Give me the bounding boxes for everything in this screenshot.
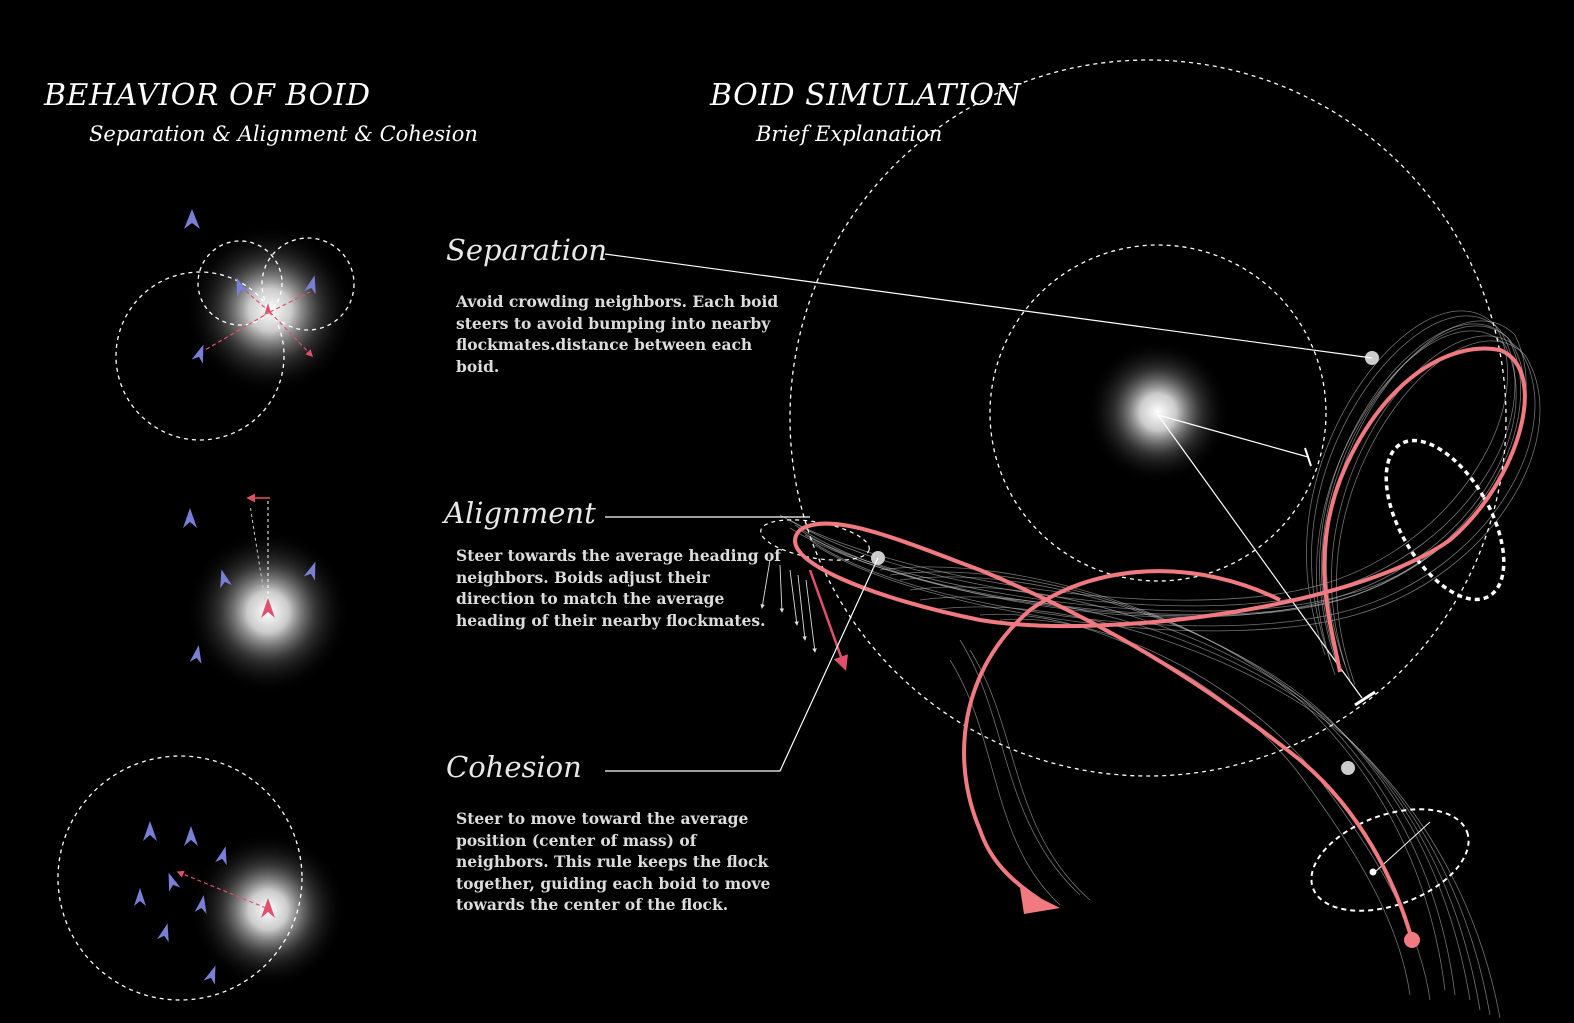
left-panel-title: BEHAVIOR OF BOID: [44, 78, 371, 113]
boid-icon: [304, 275, 316, 295]
boid-path-start-dot: [1404, 932, 1420, 948]
cohesion-neighborhood-ellipse: [1310, 808, 1470, 912]
radius-endcap: [1354, 690, 1376, 707]
focus-boid-icon: [261, 898, 275, 918]
separation-radius-large: [115, 271, 285, 441]
separation-vector: [204, 311, 271, 351]
center-glow: [1086, 340, 1230, 484]
cohesion-diagram: [57, 755, 346, 1001]
boid-icon: [220, 569, 232, 589]
boid-path-secondary: [962, 569, 1281, 902]
radius-line: [1157, 414, 1309, 458]
alignment-heading-line: [249, 504, 266, 601]
boid-icon: [183, 508, 197, 528]
boid-icon: [215, 846, 227, 866]
cohesion-heading: Cohesion: [446, 750, 582, 784]
perception-radius-inner: [989, 244, 1327, 582]
radius-endcap: [1304, 447, 1312, 467]
simulation-diagram: [760, 59, 1541, 1019]
boid-icon: [203, 965, 216, 985]
separation-neighborhood-ellipse: [1384, 438, 1506, 602]
separation-heading: Separation: [446, 233, 608, 267]
boid-icon: [168, 872, 181, 892]
path-arrowhead: [1020, 888, 1060, 914]
boid-icon: [189, 645, 202, 664]
separation-radius-right: [261, 237, 355, 331]
separation-leader-line: [604, 253, 1373, 359]
cohesion-center-dot: [1369, 868, 1377, 876]
boid-icon: [303, 561, 316, 581]
boid-icon: [157, 923, 169, 943]
boid-icon: [194, 895, 207, 914]
right-panel-subtitle: Brief Explanation: [756, 122, 943, 146]
cohesion-description: Steer to move toward the average positio…: [456, 809, 771, 914]
separation-description: Avoid crowding neighbors. Each boid stee…: [456, 292, 779, 376]
alignment-heading: Alignment: [444, 496, 596, 530]
boid-icon: [143, 821, 157, 841]
boid-icon: [236, 277, 249, 297]
alignment-heading-arrow: [808, 569, 849, 671]
right-panel-title: BOID SIMULATION: [710, 78, 1022, 113]
cohesion-vector: [1374, 821, 1431, 873]
separation-vector: [269, 291, 311, 313]
boid-icon: [191, 344, 204, 364]
perception-radius-outer: [789, 59, 1507, 777]
boid-icon: [184, 209, 200, 229]
focus-boid-icon: [264, 303, 272, 316]
boid-path-main: [793, 346, 1527, 941]
alignment-diagram: [183, 493, 350, 694]
alignment-description: Steer towards the average heading of nei…: [456, 546, 781, 630]
cohesion-radius: [57, 755, 303, 1001]
cohesion-vector: [176, 870, 267, 909]
alignment-velocity-arrows: [760, 559, 817, 653]
boid-icon: [134, 888, 146, 906]
separation-diagram: [115, 209, 355, 441]
left-panel-subtitle: Separation & Alignment & Cohesion: [89, 122, 478, 146]
cohesion-leader-line: [605, 557, 879, 772]
cohesion-marker-dot: [1341, 761, 1355, 775]
separation-radius-small: [197, 240, 283, 326]
focus-boid-icon: [261, 598, 275, 618]
alignment-neighborhood-ellipse: [760, 519, 870, 561]
radius-line: [1157, 414, 1363, 699]
boid-icon: [184, 826, 198, 846]
separation-vector: [269, 311, 313, 358]
